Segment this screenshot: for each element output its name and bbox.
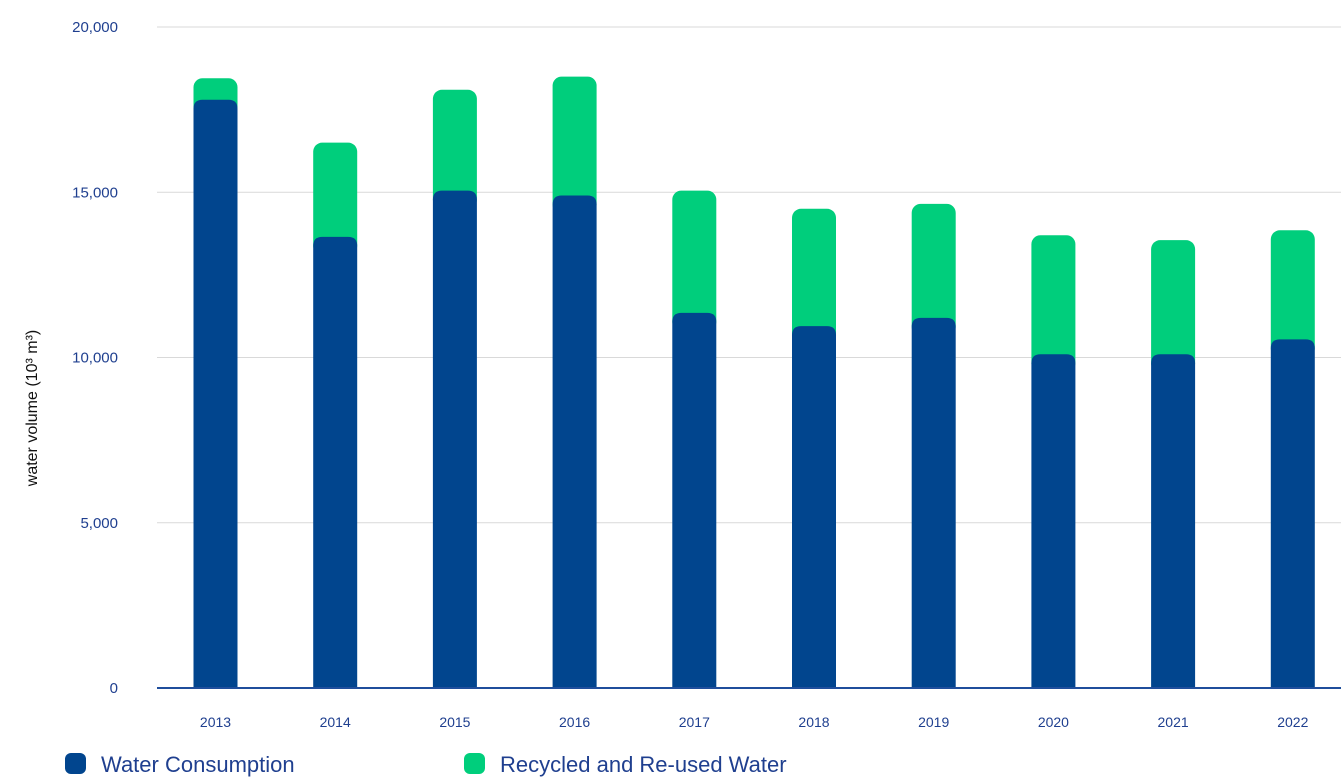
bar-recycled-2019 — [911, 203, 956, 336]
x-tick-label: 2021 — [1158, 714, 1189, 730]
bar-recycled-2018 — [792, 208, 836, 345]
bar-consumption-2015 — [432, 190, 477, 688]
bar-recycled-2015 — [432, 89, 477, 209]
bar-consumption-2014 — [313, 236, 358, 688]
x-tick-label: 2019 — [918, 714, 949, 730]
x-tick-label: 2015 — [439, 714, 470, 730]
legend: Water Consumption Recycled and Re-used Wa… — [65, 752, 787, 777]
bar-recycled-2017 — [672, 190, 717, 331]
bars — [193, 76, 1315, 688]
bar-consumption-2018 — [792, 326, 836, 688]
x-tick-label: 2022 — [1277, 714, 1308, 730]
bar-recycled-2014 — [313, 142, 358, 255]
x-axis-tick-labels: 2013 2014 2015 2016 2017 2018 2019 2020 2021 2022 — [200, 714, 1309, 730]
x-tick-label: 2020 — [1038, 714, 1069, 730]
bar-recycled-2021 — [1151, 240, 1196, 373]
legend-swatch — [464, 753, 485, 774]
bar-recycled-2020 — [1031, 235, 1076, 373]
y-tick-label: 0 — [110, 680, 118, 697]
x-tick-label: 2017 — [679, 714, 710, 730]
bar-consumption-2020 — [1031, 354, 1076, 688]
bar-consumption-2022 — [1270, 339, 1315, 688]
y-tick-label: 20,000 — [72, 19, 118, 36]
y-tick-label: 15,000 — [72, 184, 118, 201]
bar-recycled-2022 — [1270, 230, 1315, 358]
bar-consumption-2013 — [193, 99, 238, 688]
bar-consumption-2016 — [552, 195, 597, 688]
legend-label: Recycled and Re-used Water — [500, 752, 787, 777]
y-axis-title: water volume (10³ m³) — [24, 330, 41, 487]
legend-swatch — [65, 753, 86, 774]
bar-consumption-2017 — [672, 312, 717, 688]
bar-recycled-2016 — [552, 76, 597, 214]
x-tick-label: 2013 — [200, 714, 231, 730]
y-tick-label: 5,000 — [80, 515, 118, 532]
x-tick-label: 2016 — [559, 714, 590, 730]
y-tick-label: 10,000 — [72, 350, 118, 367]
x-tick-label: 2014 — [320, 714, 351, 730]
x-tick-label: 2018 — [798, 714, 829, 730]
legend-label: Water Consumption — [101, 752, 295, 777]
bar-consumption-2019 — [911, 317, 956, 688]
y-axis-tick-labels: 0 5,000 10,000 15,000 20,000 — [72, 19, 118, 697]
bar-consumption-2021 — [1151, 354, 1196, 688]
